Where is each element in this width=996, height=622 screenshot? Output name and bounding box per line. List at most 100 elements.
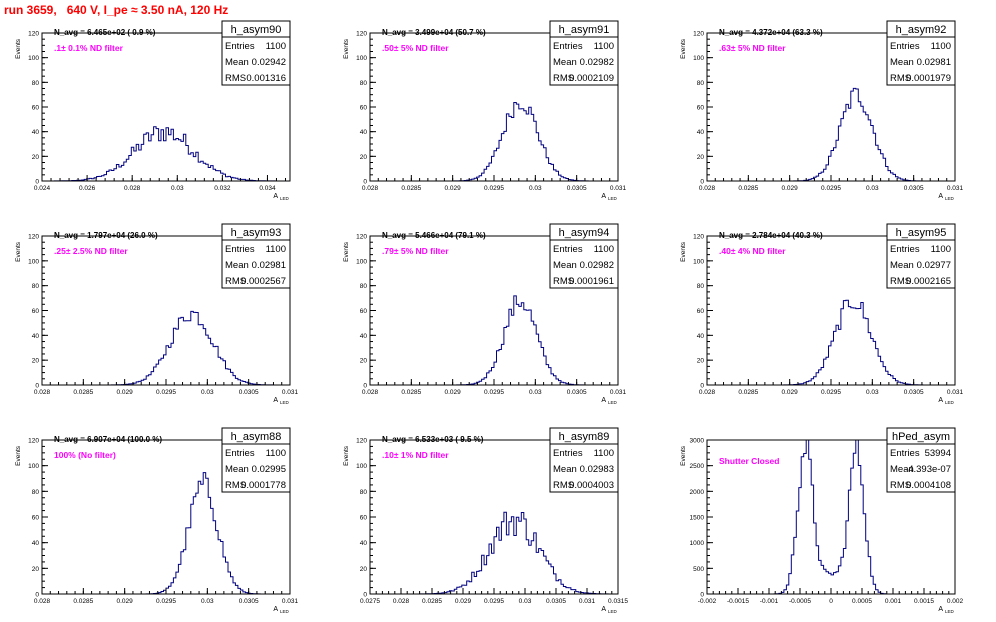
y-tick-label: 40 bbox=[697, 333, 705, 340]
x-tick-label: 0.0305 bbox=[904, 389, 924, 396]
y-tick-label: 120 bbox=[28, 438, 39, 445]
histogram-line bbox=[42, 310, 290, 386]
y-axis-label: Events bbox=[680, 241, 687, 262]
y-tick-label: 0 bbox=[363, 179, 367, 186]
y-tick-label: 0 bbox=[700, 383, 704, 390]
x-tick-label: 0.0015 bbox=[914, 598, 934, 605]
x-tick-label: 0.0315 bbox=[608, 598, 628, 605]
x-tick-label: 0.0285 bbox=[401, 185, 421, 192]
y-tick-label: 100 bbox=[356, 463, 367, 470]
x-tick-label: 0.031 bbox=[579, 598, 596, 605]
stats-box bbox=[549, 20, 619, 86]
stats-title: h_asym91 bbox=[559, 24, 610, 36]
y-tick-label: 500 bbox=[693, 566, 704, 573]
histogram-panel-h_asym89: 0 20 40 60 80 100 120 0.0275 0.028 0.0285 0.029 0.0… bbox=[343, 427, 628, 614]
stats-label: RMS bbox=[225, 480, 246, 491]
filter-note: 100% (No filter) bbox=[54, 450, 116, 460]
x-tick-label: 0.0285 bbox=[73, 598, 93, 605]
stats-label: Entries bbox=[553, 41, 583, 52]
y-tick-label: 100 bbox=[28, 463, 39, 470]
x-tick-label: 0.03 bbox=[519, 598, 532, 605]
stats-box bbox=[221, 223, 291, 289]
y-tick-label: 80 bbox=[697, 283, 705, 290]
stats-title: h_asym94 bbox=[559, 227, 610, 239]
histogram-line bbox=[370, 102, 618, 182]
filter-note: .63± 5% ND filter bbox=[719, 43, 786, 53]
stats-value: 0.0001961 bbox=[569, 276, 614, 287]
y-tick-label: 40 bbox=[32, 129, 40, 136]
stats-label: Entries bbox=[225, 244, 255, 255]
x-tick-label: 0.0275 bbox=[360, 598, 380, 605]
x-tick-label: 0.0295 bbox=[156, 389, 176, 396]
x-tick-label: 0.0305 bbox=[239, 389, 259, 396]
x-axis-label: A bbox=[938, 193, 943, 200]
stats-box bbox=[886, 20, 956, 86]
y-tick-label: 100 bbox=[28, 55, 39, 62]
x-tick-label: 0.03 bbox=[201, 598, 214, 605]
x-tick-label: 0.029 bbox=[117, 598, 134, 605]
y-tick-label: 20 bbox=[360, 566, 368, 573]
x-axis-label-sub: LED bbox=[608, 196, 618, 201]
stats-value: 1100 bbox=[931, 41, 951, 52]
stats-label: Entries bbox=[890, 41, 920, 52]
stats-value: 0.02981 bbox=[917, 57, 951, 68]
navg-label: N_avg = 4.372e+04 (63.3 %) bbox=[719, 28, 823, 37]
stats-value: -4.393e-07 bbox=[905, 464, 951, 475]
y-tick-label: 40 bbox=[360, 540, 368, 547]
x-tick-label: 0.031 bbox=[610, 185, 627, 192]
stats-label: Mean bbox=[890, 260, 914, 271]
stats-box bbox=[549, 223, 619, 289]
filter-note: .25± 2.5% ND filter bbox=[54, 246, 128, 256]
histogram-panel-h_asym88: 0 20 40 60 80 100 120 0.028 0.0285 0.029 0.0295 0.0… bbox=[15, 427, 299, 614]
y-tick-label: 80 bbox=[360, 489, 368, 496]
x-tick-label: 0.0285 bbox=[401, 389, 421, 396]
x-axis-label: A bbox=[273, 606, 278, 613]
histogram-line bbox=[370, 511, 618, 595]
histogram-line bbox=[370, 295, 618, 386]
y-tick-label: 120 bbox=[356, 31, 367, 38]
x-tick-label: 0.029 bbox=[445, 389, 462, 396]
navg-label: N_avg = 6.907e+04 (100.0 %) bbox=[54, 435, 162, 444]
y-tick-label: 120 bbox=[28, 234, 39, 241]
y-tick-label: 120 bbox=[356, 438, 367, 445]
stats-value: 0.02995 bbox=[252, 464, 286, 475]
y-tick-label: 60 bbox=[697, 105, 705, 112]
x-tick-label: 0.03 bbox=[529, 389, 542, 396]
y-tick-label: 20 bbox=[32, 154, 40, 161]
x-tick-label: -0.002 bbox=[698, 598, 717, 605]
histogram-panel-hPed_asym: 0 500 1000 1500 2000 2500 3000 -0.002 -0.0015 -0.… bbox=[680, 427, 964, 614]
y-tick-label: 80 bbox=[32, 80, 40, 87]
stats-title: hPed_asym bbox=[892, 431, 950, 443]
y-tick-label: 20 bbox=[360, 154, 368, 161]
y-tick-label: 0 bbox=[363, 383, 367, 390]
x-tick-label: 0.029 bbox=[455, 598, 472, 605]
x-tick-label: 0.0295 bbox=[821, 185, 841, 192]
x-axis-label: A bbox=[601, 397, 606, 404]
x-tick-label: 0.0305 bbox=[567, 389, 587, 396]
filter-note: .40± 4% ND filter bbox=[719, 246, 786, 256]
stats-label: Entries bbox=[890, 244, 920, 255]
y-tick-label: 40 bbox=[32, 333, 40, 340]
y-tick-label: 2500 bbox=[690, 463, 705, 470]
x-tick-label: 0.028 bbox=[362, 185, 379, 192]
stats-label: Entries bbox=[225, 41, 255, 52]
stats-value: 0.0002109 bbox=[569, 73, 614, 84]
stats-value: 0.02981 bbox=[252, 260, 286, 271]
x-tick-label: 0.028 bbox=[34, 389, 51, 396]
stats-value: 0.0004108 bbox=[906, 480, 951, 491]
x-tick-label: 0.0305 bbox=[904, 185, 924, 192]
y-tick-label: 60 bbox=[360, 105, 368, 112]
x-tick-label: 0.028 bbox=[699, 389, 716, 396]
x-tick-label: 0.028 bbox=[34, 598, 51, 605]
x-tick-label: 0.0295 bbox=[156, 598, 176, 605]
y-tick-label: 80 bbox=[360, 80, 368, 87]
y-tick-label: 60 bbox=[32, 308, 40, 315]
x-tick-label: 0.03 bbox=[201, 389, 214, 396]
x-tick-label: 0.0295 bbox=[484, 389, 504, 396]
stats-label: Mean bbox=[553, 464, 577, 475]
stats-box bbox=[549, 427, 619, 493]
x-tick-label: 0.029 bbox=[782, 389, 799, 396]
stats-box bbox=[886, 223, 956, 289]
y-tick-label: 40 bbox=[697, 129, 705, 136]
